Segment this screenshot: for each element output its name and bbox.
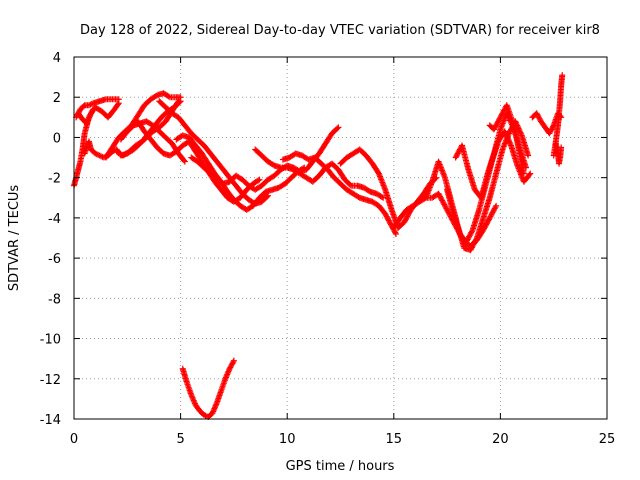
series-arc-low	[179, 357, 237, 420]
data-point	[525, 152, 532, 159]
data-point	[230, 357, 237, 364]
y-tick-label: 2	[53, 91, 61, 106]
series-arc-b	[73, 96, 122, 121]
x-tick-label: 15	[386, 432, 403, 447]
data-point	[263, 193, 270, 200]
y-tick-label: 4	[53, 51, 61, 66]
y-tick-label: -2	[48, 172, 61, 187]
series-arc-t	[529, 110, 565, 137]
series-arc-s	[486, 102, 527, 177]
y-tick-label: 0	[53, 131, 61, 146]
x-tick-label: 20	[492, 432, 509, 447]
series-arc-m	[279, 150, 399, 237]
data-point	[255, 177, 262, 184]
data-point	[493, 202, 500, 209]
data-point	[392, 229, 399, 236]
data-point	[256, 176, 263, 183]
data-point	[181, 158, 188, 165]
data-point	[559, 72, 566, 79]
data-point	[392, 230, 399, 237]
y-tick-label: -14	[40, 413, 61, 428]
series-arc-c	[75, 100, 122, 127]
data-point	[176, 99, 183, 106]
data-point	[230, 359, 237, 366]
y-tick-label: -6	[48, 252, 61, 267]
data-point	[492, 204, 499, 211]
x-tick-label: 10	[279, 432, 296, 447]
data-point	[468, 228, 475, 235]
data-point	[347, 181, 354, 188]
chart-title: Day 128 of 2022, Sidereal Day-to-day VTE…	[80, 23, 600, 38]
data-point	[558, 144, 565, 151]
x-axis-label: GPS time / hours	[286, 459, 395, 474]
y-tick-label: -4	[48, 212, 61, 227]
data-point	[88, 100, 95, 107]
grid	[74, 57, 607, 419]
series-arc-v	[552, 140, 565, 167]
data-point	[180, 157, 187, 164]
series-arc-l	[252, 146, 387, 201]
data-point	[378, 193, 385, 200]
series-arc-j	[173, 132, 308, 213]
series-arc-u	[550, 72, 566, 159]
data-point	[520, 170, 527, 177]
data-series	[71, 72, 566, 420]
data-point	[334, 125, 341, 132]
plot-frame	[73, 56, 608, 420]
data-point	[375, 169, 382, 176]
x-tick-label: 0	[70, 432, 78, 447]
y-tick-label: -10	[40, 333, 61, 348]
data-point	[527, 170, 534, 177]
y-axis-label: SDTVAR / TECUs	[7, 185, 22, 292]
x-tick-label: 5	[176, 432, 184, 447]
x-tick-label: 25	[599, 432, 616, 447]
data-point	[473, 236, 480, 243]
y-tick-label: -12	[40, 373, 61, 388]
series-arc-g	[117, 118, 188, 165]
data-point	[165, 93, 172, 100]
data-point	[115, 100, 122, 107]
data-point	[335, 124, 342, 131]
data-point	[177, 98, 184, 105]
series-arc-i	[156, 98, 272, 207]
y-tick-label: -8	[48, 292, 61, 307]
data-point	[526, 171, 533, 178]
data-point	[114, 101, 121, 108]
